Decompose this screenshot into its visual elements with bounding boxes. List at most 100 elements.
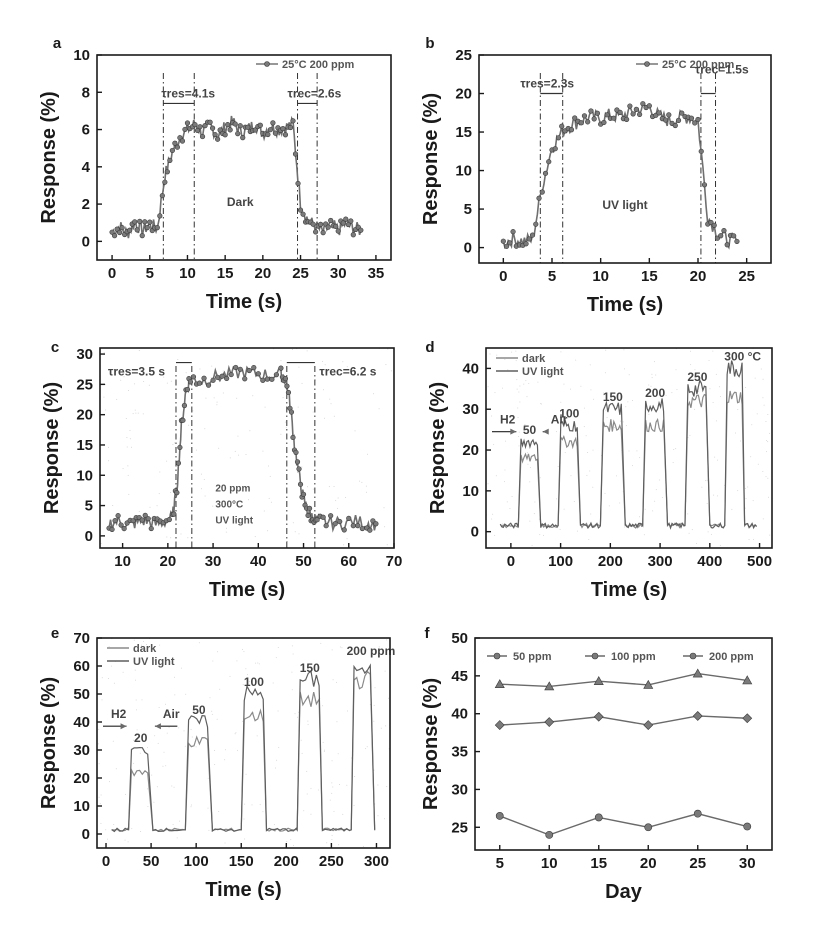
noise-dot bbox=[216, 404, 218, 406]
noise-dot bbox=[225, 487, 227, 489]
noise-dot bbox=[216, 522, 218, 524]
noise-dot bbox=[563, 508, 565, 510]
data-point bbox=[242, 376, 248, 382]
noise-dot bbox=[224, 749, 226, 751]
noise-dot bbox=[652, 510, 654, 512]
noise-dot bbox=[245, 773, 247, 775]
noise-dot bbox=[277, 710, 279, 712]
noise-dot bbox=[619, 502, 621, 504]
noise-dot bbox=[205, 397, 207, 399]
noise-dot bbox=[127, 841, 129, 843]
noise-dot bbox=[291, 645, 293, 647]
noise-dot bbox=[331, 782, 333, 784]
x-tick-label: 70 bbox=[386, 553, 403, 570]
data-point bbox=[335, 228, 341, 234]
x-tick-label: 500 bbox=[747, 553, 772, 570]
noise-dot bbox=[331, 649, 333, 651]
noise-dot bbox=[133, 639, 135, 641]
panel-f: f 50 ppm 100 ppm 200 ppm 5 10 15 20 25 30 25 30 35 40… bbox=[420, 625, 773, 903]
noise-dot bbox=[346, 784, 348, 786]
noise-dot bbox=[122, 468, 124, 470]
noise-dot bbox=[154, 735, 156, 737]
data-point bbox=[662, 117, 669, 123]
tau-res-label: τres=3.5 s bbox=[108, 364, 165, 378]
noise-dot bbox=[149, 506, 151, 508]
noise-dot bbox=[614, 427, 616, 429]
noise-dot bbox=[129, 430, 131, 432]
noise-dot bbox=[501, 387, 503, 389]
noise-dot bbox=[537, 357, 539, 359]
gas-out-label: Air bbox=[163, 707, 180, 721]
noise-dot bbox=[528, 383, 530, 385]
data-point bbox=[114, 226, 120, 232]
noise-dot bbox=[277, 647, 279, 649]
noise-dot bbox=[650, 385, 652, 387]
data-point bbox=[320, 230, 326, 236]
data-point bbox=[134, 227, 140, 233]
noise-dot bbox=[502, 523, 504, 525]
noise-dot bbox=[373, 720, 375, 722]
data-point bbox=[109, 229, 115, 235]
noise-dot bbox=[688, 532, 690, 534]
gas-out-arrowhead bbox=[154, 723, 161, 730]
noise-dot bbox=[195, 449, 197, 451]
noise-dot bbox=[537, 381, 539, 383]
x-tick-label: 50 bbox=[143, 853, 160, 870]
panel-letter-c: c bbox=[51, 339, 59, 356]
noise-dot bbox=[359, 480, 361, 482]
noise-dot bbox=[538, 518, 540, 520]
data-point bbox=[721, 228, 727, 234]
noise-dot bbox=[133, 762, 135, 764]
y-tick-label: 30 bbox=[451, 781, 468, 798]
noise-dot bbox=[625, 425, 627, 427]
data-point bbox=[142, 219, 148, 225]
data-point bbox=[510, 229, 516, 235]
noise-dot bbox=[365, 491, 367, 493]
noise-dot bbox=[762, 378, 764, 380]
data-point bbox=[572, 115, 578, 121]
data-point bbox=[310, 221, 316, 227]
x-tick-label: 0 bbox=[108, 265, 116, 282]
y-tick-label: 20 bbox=[462, 442, 479, 459]
data-point bbox=[552, 146, 558, 152]
noise-dot bbox=[124, 839, 126, 841]
noise-dot bbox=[110, 665, 112, 667]
data-point bbox=[544, 717, 555, 727]
data-point bbox=[273, 372, 280, 378]
noise-dot bbox=[585, 435, 587, 437]
noise-dot bbox=[210, 377, 212, 379]
noise-dot bbox=[125, 418, 127, 420]
noise-dot bbox=[587, 451, 589, 453]
noise-dot bbox=[172, 444, 174, 446]
data-point bbox=[174, 144, 181, 150]
noise-dot bbox=[272, 682, 274, 684]
noise-dot bbox=[342, 361, 344, 363]
noise-dot bbox=[126, 436, 128, 438]
tau-res-label: τres=2.3s bbox=[520, 77, 574, 91]
plot-frame bbox=[474, 637, 773, 851]
noise-dot bbox=[643, 534, 645, 536]
noise-dot bbox=[655, 374, 657, 376]
noise-dot bbox=[747, 486, 749, 488]
noise-dot bbox=[298, 711, 300, 713]
noise-dot bbox=[292, 653, 294, 655]
noise-dot bbox=[285, 426, 287, 428]
y-tick-label: 15 bbox=[76, 437, 93, 454]
noise-dot bbox=[173, 676, 175, 678]
condition-line-1: 300°C bbox=[215, 500, 243, 511]
noise-dot bbox=[103, 396, 105, 398]
data-point bbox=[139, 233, 145, 239]
data-point bbox=[202, 123, 208, 129]
noise-dot bbox=[605, 409, 607, 411]
noise-dot bbox=[329, 398, 331, 400]
data-point bbox=[601, 119, 607, 126]
noise-dot bbox=[748, 539, 750, 541]
condition-line-2: UV light bbox=[215, 516, 253, 527]
noise-dot bbox=[258, 663, 260, 665]
noise-dot bbox=[745, 386, 747, 388]
noise-dot bbox=[154, 660, 156, 662]
noise-dot bbox=[190, 806, 192, 808]
noise-dot bbox=[171, 785, 173, 787]
noise-dot bbox=[126, 446, 128, 448]
